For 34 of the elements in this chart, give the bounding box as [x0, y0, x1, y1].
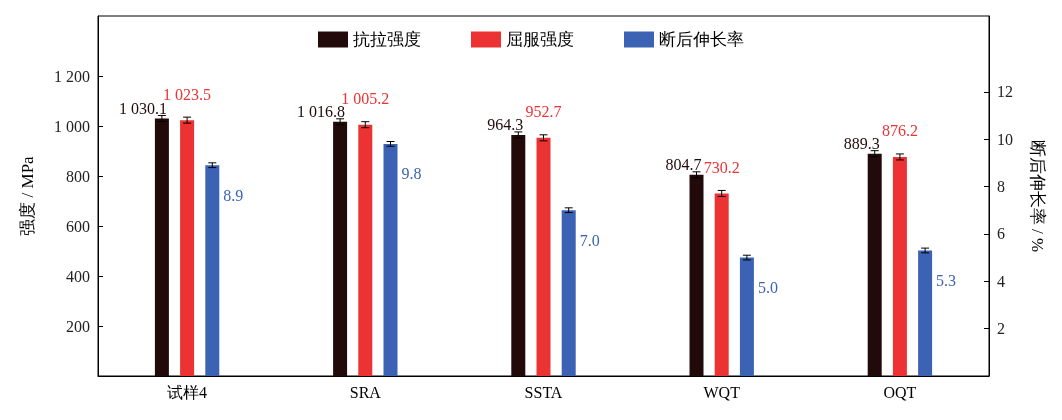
- x-tick-label: SRA: [349, 383, 382, 401]
- data-label: 889.3: [843, 135, 880, 153]
- x-tick-label: WQT: [703, 383, 741, 401]
- data-label: 7.0: [579, 231, 600, 249]
- data-label: 730.2: [703, 158, 740, 176]
- data-label: 952.7: [525, 103, 562, 121]
- legend-label: 抗拉强度: [353, 30, 421, 49]
- y2-axis-title: 断后伸长率 / %: [1028, 139, 1047, 253]
- data-label: 964.3: [487, 116, 524, 134]
- y2-tick-label: 6: [997, 225, 1005, 243]
- y2-tick-label: 2: [997, 320, 1005, 338]
- data-label: 876.2: [881, 122, 918, 140]
- x-tick-label: SSTA: [524, 383, 563, 401]
- x-tick-label: OQT: [883, 383, 917, 401]
- y2-tick-label: 10: [997, 130, 1013, 148]
- y-tick-label: 200: [66, 317, 90, 335]
- data-label: 804.7: [665, 156, 702, 174]
- data-label: 1 016.8: [297, 103, 346, 121]
- data-label: 9.8: [401, 165, 422, 183]
- data-label: 5.0: [757, 279, 778, 297]
- y-tick-label: 800: [66, 167, 90, 185]
- y2-tick-label: 12: [997, 83, 1013, 101]
- legend-label: 断后伸长率: [659, 30, 744, 49]
- data-label: 8.9: [223, 186, 244, 204]
- x-tick-label: 试样4: [167, 383, 208, 401]
- y-axis-title: 强度 / MPa: [18, 155, 37, 236]
- y-tick-label: 1 200: [54, 67, 90, 85]
- legend-label: 屈服强度: [506, 30, 574, 49]
- y-tick-label: 400: [66, 267, 90, 285]
- y2-tick-label: 8: [997, 178, 1005, 196]
- y-tick-label: 1 000: [54, 117, 90, 135]
- data-label: 5.3: [936, 271, 957, 289]
- y-tick-label: 600: [66, 217, 90, 235]
- y2-tick-label: 4: [997, 272, 1005, 290]
